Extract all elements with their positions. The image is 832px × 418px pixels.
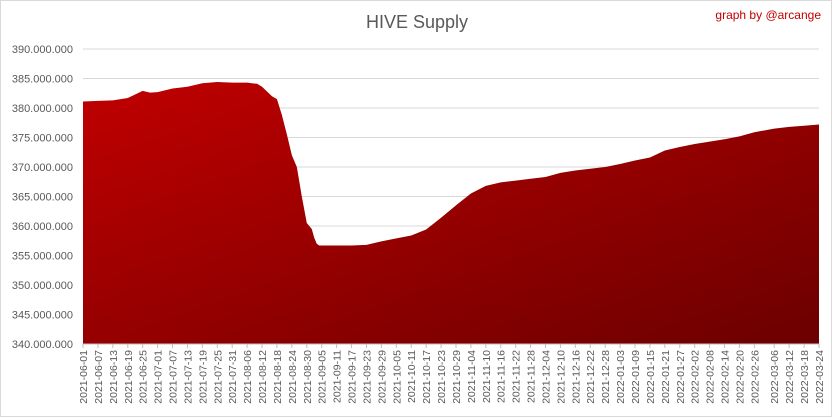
y-tick-label: 380.000.000 bbox=[12, 103, 73, 115]
x-tick-label: 2022-01-03 bbox=[615, 350, 627, 404]
x-tick-label: 2022-01-09 bbox=[630, 350, 642, 404]
x-tick-label: 2021-12-04 bbox=[540, 350, 552, 404]
x-tick-label: 2022-02-26 bbox=[749, 350, 761, 404]
x-tick-label: 2021-06-07 bbox=[93, 350, 105, 404]
y-tick-label: 385.000.000 bbox=[12, 74, 73, 86]
x-tick-label: 2022-03-12 bbox=[784, 350, 796, 404]
x-axis: 2021-06-01 2021-06-07 2021-06-13 2021-06-19… bbox=[78, 343, 826, 404]
y-tick-label: 345.000.000 bbox=[12, 310, 73, 322]
x-tick-label: 2021-11-22 bbox=[511, 350, 523, 403]
x-tick-label: 2021-06-13 bbox=[108, 350, 120, 404]
x-tick-label: 2021-12-22 bbox=[585, 350, 597, 404]
x-tick-label: 2021-09-17 bbox=[347, 350, 359, 404]
x-tick-label: 2022-02-14 bbox=[720, 350, 732, 404]
x-tick-label: 2022-02-08 bbox=[705, 350, 717, 404]
x-tick-label: 2022-01-15 bbox=[645, 350, 657, 404]
x-tick-label: 2022-01-27 bbox=[675, 350, 687, 404]
x-tick-label: 2021-07-19 bbox=[197, 350, 209, 404]
x-tick-label: 2021-11-10 bbox=[481, 350, 493, 403]
x-tick-label: 2022-02-20 bbox=[734, 350, 746, 404]
x-tick-label: 2021-12-28 bbox=[600, 350, 612, 404]
x-tick-label: 2021-09-23 bbox=[361, 350, 373, 404]
x-tick-label: 2022-03-24 bbox=[814, 350, 826, 404]
x-tick-label: 2021-08-30 bbox=[302, 350, 314, 404]
x-tick-label: 2021-11-04 bbox=[466, 350, 478, 403]
chart-credit: graph by @arcange bbox=[715, 8, 821, 22]
x-tick-label: 2021-12-10 bbox=[555, 350, 567, 404]
y-tick-label: 360.000.000 bbox=[12, 221, 73, 233]
x-tick-label: 2021-08-12 bbox=[257, 350, 269, 404]
x-tick-label: 2021-07-01 bbox=[153, 350, 165, 404]
x-tick-label: 2021-06-25 bbox=[138, 350, 150, 404]
x-tick-label: 2021-06-01 bbox=[78, 350, 90, 404]
x-tick-label: 2022-03-06 bbox=[769, 350, 781, 404]
y-tick-label: 390.000.000 bbox=[12, 44, 73, 56]
y-tick-label: 375.000.000 bbox=[12, 133, 73, 145]
x-tick-label: 2021-07-31 bbox=[227, 350, 239, 404]
x-tick-label: 2021-08-24 bbox=[287, 350, 299, 404]
x-tick-label: 2021-09-11 bbox=[332, 350, 344, 403]
x-tick-label: 2021-10-23 bbox=[436, 350, 448, 404]
y-tick-label: 340.000.000 bbox=[12, 339, 73, 351]
y-axis: 340.000.000 345.000.000 350.000.000 355.000… bbox=[12, 44, 73, 351]
x-tick-label: 2021-12-16 bbox=[570, 350, 582, 404]
x-tick-label: 2022-01-21 bbox=[660, 350, 672, 404]
x-tick-label: 2021-09-29 bbox=[376, 350, 388, 404]
x-tick-label: 2022-02-02 bbox=[690, 350, 702, 404]
x-tick-label: 2021-10-29 bbox=[451, 350, 463, 404]
area-series bbox=[83, 82, 819, 344]
x-tick-label: 2021-11-16 bbox=[496, 350, 508, 403]
x-tick-label: 2021-07-25 bbox=[212, 350, 224, 404]
x-tick-label: 2021-11-28 bbox=[526, 350, 538, 403]
x-tick-label: 2021-10-05 bbox=[391, 350, 403, 404]
x-tick-label: 2021-09-05 bbox=[317, 350, 329, 404]
x-tick-label: 2021-10-11 bbox=[406, 350, 418, 403]
x-tick-label: 2021-10-17 bbox=[421, 350, 433, 404]
x-tick-label: 2021-06-19 bbox=[123, 350, 135, 404]
y-tick-label: 350.000.000 bbox=[12, 280, 73, 292]
x-tick-label: 2021-07-07 bbox=[168, 350, 180, 404]
y-tick-label: 355.000.000 bbox=[12, 251, 73, 263]
x-tick-label: 2022-03-18 bbox=[799, 350, 811, 404]
chart-title: HIVE Supply bbox=[366, 12, 468, 32]
y-tick-label: 370.000.000 bbox=[12, 162, 73, 174]
x-tick-label: 2021-07-13 bbox=[182, 350, 194, 404]
x-tick-label: 2021-08-06 bbox=[242, 350, 254, 404]
x-tick-label: 2021-08-18 bbox=[272, 350, 284, 404]
y-tick-label: 365.000.000 bbox=[12, 192, 73, 204]
supply-area bbox=[83, 82, 819, 344]
